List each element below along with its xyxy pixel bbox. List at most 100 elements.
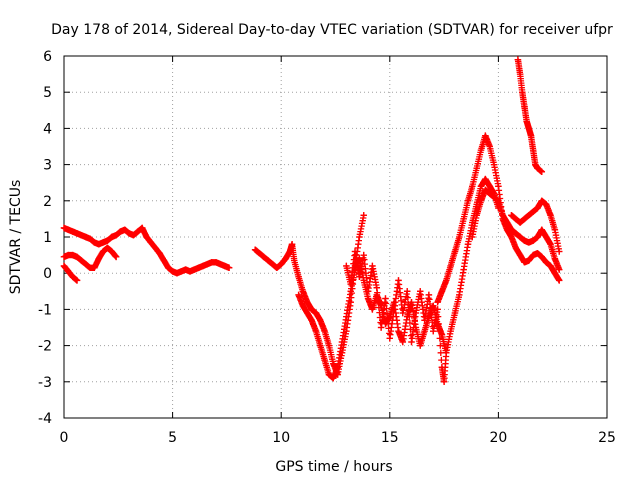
data-point xyxy=(438,364,446,371)
series-trace-h xyxy=(469,186,563,273)
data-point xyxy=(538,226,546,233)
data-point xyxy=(112,253,120,261)
data-point xyxy=(529,237,537,244)
series-trace-a-markers xyxy=(60,224,233,277)
data-point xyxy=(186,268,194,275)
series-trace-h-markers xyxy=(469,186,563,273)
data-point xyxy=(108,233,115,241)
data-point xyxy=(521,237,528,244)
data-point xyxy=(486,190,493,197)
x-tick-label: 15 xyxy=(381,430,399,446)
data-point xyxy=(373,284,380,291)
data-point xyxy=(147,239,155,246)
data-point xyxy=(408,338,415,346)
data-point xyxy=(330,374,337,382)
y-tick-label: 4 xyxy=(43,121,52,137)
data-point xyxy=(304,309,311,317)
data-point xyxy=(421,327,428,335)
data-point xyxy=(390,306,398,313)
data-point xyxy=(152,244,159,252)
data-point xyxy=(108,248,115,255)
x-tick-label: 0 xyxy=(60,430,69,446)
x-axis-title: GPS time / hours xyxy=(275,459,392,475)
data-point xyxy=(60,262,68,270)
data-point xyxy=(556,277,563,284)
data-point xyxy=(525,125,533,132)
data-point xyxy=(369,262,376,270)
data-point xyxy=(212,259,220,266)
data-point xyxy=(278,260,285,268)
data-point xyxy=(304,298,311,306)
data-point xyxy=(456,233,463,241)
data-point xyxy=(369,306,376,313)
data-point xyxy=(482,175,489,183)
data-point xyxy=(160,257,168,264)
data-point xyxy=(486,183,493,190)
data-point xyxy=(399,338,407,346)
data-point xyxy=(99,239,107,246)
data-point xyxy=(82,260,89,268)
data-point xyxy=(440,378,448,385)
data-point xyxy=(351,248,359,255)
y-tick-label: 1 xyxy=(43,230,52,246)
data-point xyxy=(412,309,420,317)
data-point xyxy=(260,253,268,261)
data-point xyxy=(104,244,111,252)
data-point xyxy=(78,231,85,239)
data-point xyxy=(464,241,472,248)
data-point xyxy=(343,313,350,320)
series-trace-g-markers xyxy=(434,132,563,306)
data-point xyxy=(538,197,546,204)
axes-layer: 0 5 10 15 20 25 -4 -3 -2 -1 0 1 2 3 4 5 6 xyxy=(38,49,616,446)
data-point xyxy=(317,342,324,349)
data-point xyxy=(256,250,263,257)
data-point xyxy=(91,264,98,271)
series-trace-g xyxy=(434,132,563,306)
data-point xyxy=(286,248,294,255)
data-point xyxy=(469,233,476,241)
data-point xyxy=(395,277,402,284)
data-point xyxy=(178,268,185,275)
data-point xyxy=(525,239,533,246)
data-point xyxy=(217,260,224,268)
data-point xyxy=(551,226,559,233)
data-point xyxy=(421,317,428,324)
data-point xyxy=(434,306,441,313)
y-tick-label: -2 xyxy=(38,339,52,355)
data-point xyxy=(269,260,276,268)
data-point xyxy=(438,331,446,338)
data-point xyxy=(551,255,559,262)
data-point xyxy=(534,165,541,172)
x-tick-label: 25 xyxy=(598,430,616,446)
data-point xyxy=(403,288,411,295)
data-point xyxy=(60,224,68,232)
data-point xyxy=(338,338,346,346)
x-tick-label: 10 xyxy=(272,430,290,446)
data-point xyxy=(508,226,515,233)
data-point xyxy=(282,255,289,262)
data-point xyxy=(143,233,150,241)
data-point xyxy=(382,295,389,302)
data-point xyxy=(521,215,528,223)
data-point xyxy=(334,364,341,371)
data-point xyxy=(204,260,211,268)
data-point xyxy=(521,103,528,110)
data-point xyxy=(516,251,524,259)
data-point xyxy=(325,342,333,349)
data-point xyxy=(264,257,272,264)
data-point xyxy=(521,259,528,266)
data-point xyxy=(138,224,146,232)
data-point xyxy=(73,277,81,284)
series-trace-i xyxy=(508,197,563,255)
data-point xyxy=(321,327,328,335)
data-point xyxy=(221,262,228,270)
data-point xyxy=(473,165,480,172)
y-tick-label: 5 xyxy=(43,85,52,101)
data-point xyxy=(547,262,554,270)
data-point xyxy=(477,197,485,204)
data-point xyxy=(386,335,393,342)
data-point xyxy=(356,233,363,241)
data-point xyxy=(460,266,467,273)
data-point xyxy=(308,317,315,324)
